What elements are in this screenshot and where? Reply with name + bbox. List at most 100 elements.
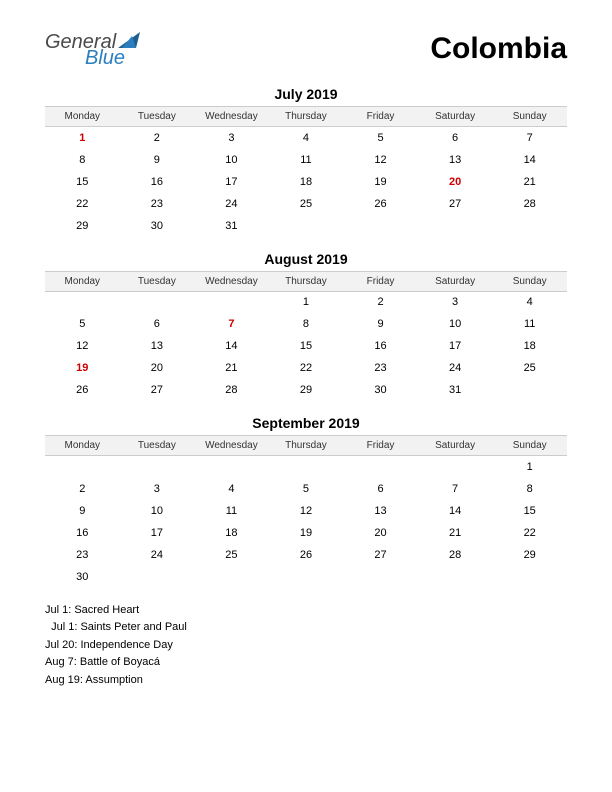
calendar-day: 3	[120, 478, 195, 500]
calendar-day: 18	[492, 335, 567, 357]
logo: General Blue	[45, 30, 140, 68]
calendar-day	[194, 291, 269, 313]
calendar-day: 14	[492, 149, 567, 171]
calendar-row: 15161718192021	[45, 171, 567, 193]
calendar-day: 7	[194, 313, 269, 335]
calendar-day: 13	[343, 500, 418, 522]
calendar-day: 20	[120, 357, 195, 379]
calendar-day: 13	[120, 335, 195, 357]
weekday-header: Tuesday	[120, 271, 195, 291]
calendar-day: 31	[194, 215, 269, 237]
calendar-day: 12	[343, 149, 418, 171]
calendar-day: 23	[120, 193, 195, 215]
month-block: September 2019MondayTuesdayWednesdayThur…	[45, 415, 567, 588]
month-block: July 2019MondayTuesdayWednesdayThursdayF…	[45, 86, 567, 237]
calendar-day: 19	[45, 357, 120, 379]
calendar-day: 18	[269, 171, 344, 193]
calendar-row: 891011121314	[45, 149, 567, 171]
holiday-list: Jul 1: Sacred Heart Jul 1: Saints Peter …	[45, 602, 567, 689]
calendar-day: 8	[45, 149, 120, 171]
calendar-row: 1234	[45, 291, 567, 313]
weekday-header: Wednesday	[194, 107, 269, 127]
calendar-day: 21	[418, 522, 493, 544]
weekday-header: Sunday	[492, 436, 567, 456]
calendar-row: 12131415161718	[45, 335, 567, 357]
calendar-day: 11	[194, 500, 269, 522]
calendar-day	[269, 215, 344, 237]
calendar-day: 9	[343, 313, 418, 335]
calendar-day: 25	[492, 357, 567, 379]
weekday-header: Monday	[45, 436, 120, 456]
calendar-day: 3	[418, 291, 493, 313]
calendar-day: 23	[45, 544, 120, 566]
calendar-table: MondayTuesdayWednesdayThursdayFridaySatu…	[45, 106, 567, 237]
calendar-day: 1	[492, 456, 567, 478]
calendar-day	[492, 566, 567, 588]
calendar-day: 22	[492, 522, 567, 544]
weekday-header: Sunday	[492, 271, 567, 291]
calendar-table: MondayTuesdayWednesdayThursdayFridaySatu…	[45, 435, 567, 588]
calendar-day: 25	[194, 544, 269, 566]
weekday-header: Saturday	[418, 271, 493, 291]
holiday-entry: Aug 19: Assumption	[45, 672, 567, 689]
calendar-day: 16	[45, 522, 120, 544]
calendar-day: 25	[269, 193, 344, 215]
calendar-day: 10	[120, 500, 195, 522]
holiday-entry: Aug 7: Battle of Boyacá	[45, 654, 567, 671]
calendar-day	[343, 456, 418, 478]
calendar-day	[418, 215, 493, 237]
calendar-day: 1	[269, 291, 344, 313]
calendar-day: 12	[45, 335, 120, 357]
weekday-header: Wednesday	[194, 436, 269, 456]
weekday-header: Friday	[343, 271, 418, 291]
calendar-day: 24	[194, 193, 269, 215]
calendar-day: 30	[45, 566, 120, 588]
calendar-day: 26	[269, 544, 344, 566]
calendar-day: 4	[269, 127, 344, 149]
month-title: August 2019	[45, 251, 567, 267]
calendar-day: 15	[269, 335, 344, 357]
calendar-day: 27	[418, 193, 493, 215]
calendar-day: 12	[269, 500, 344, 522]
calendar-day	[45, 291, 120, 313]
calendar-day: 9	[120, 149, 195, 171]
calendar-day: 22	[269, 357, 344, 379]
calendar-day: 19	[269, 522, 344, 544]
month-block: August 2019MondayTuesdayWednesdayThursda…	[45, 251, 567, 402]
calendar-day: 28	[418, 544, 493, 566]
weekday-header: Monday	[45, 271, 120, 291]
logo-text-blue: Blue	[85, 48, 140, 68]
calendar-day: 21	[492, 171, 567, 193]
calendar-day: 13	[418, 149, 493, 171]
weekday-header: Saturday	[418, 436, 493, 456]
calendar-day	[418, 456, 493, 478]
calendar-day: 24	[418, 357, 493, 379]
calendar-day: 27	[343, 544, 418, 566]
calendar-day: 2	[120, 127, 195, 149]
calendar-day: 17	[194, 171, 269, 193]
calendar-row: 30	[45, 566, 567, 588]
calendar-day: 23	[343, 357, 418, 379]
calendar-day	[120, 456, 195, 478]
weekday-header: Wednesday	[194, 271, 269, 291]
calendar-day: 30	[120, 215, 195, 237]
calendar-day: 18	[194, 522, 269, 544]
calendar-day: 28	[492, 193, 567, 215]
calendar-day: 4	[194, 478, 269, 500]
calendar-day	[120, 566, 195, 588]
calendar-day: 29	[492, 544, 567, 566]
calendar-day	[269, 566, 344, 588]
calendar-day: 28	[194, 379, 269, 401]
weekday-header: Saturday	[418, 107, 493, 127]
calendar-day: 3	[194, 127, 269, 149]
calendar-day: 11	[492, 313, 567, 335]
calendar-day	[418, 566, 493, 588]
calendar-day: 14	[418, 500, 493, 522]
holiday-entry: Jul 1: Sacred Heart	[45, 602, 567, 619]
calendar-day: 10	[194, 149, 269, 171]
calendar-row: 19202122232425	[45, 357, 567, 379]
calendar-day: 7	[418, 478, 493, 500]
calendar-day: 7	[492, 127, 567, 149]
calendar-day: 26	[45, 379, 120, 401]
calendar-day: 22	[45, 193, 120, 215]
